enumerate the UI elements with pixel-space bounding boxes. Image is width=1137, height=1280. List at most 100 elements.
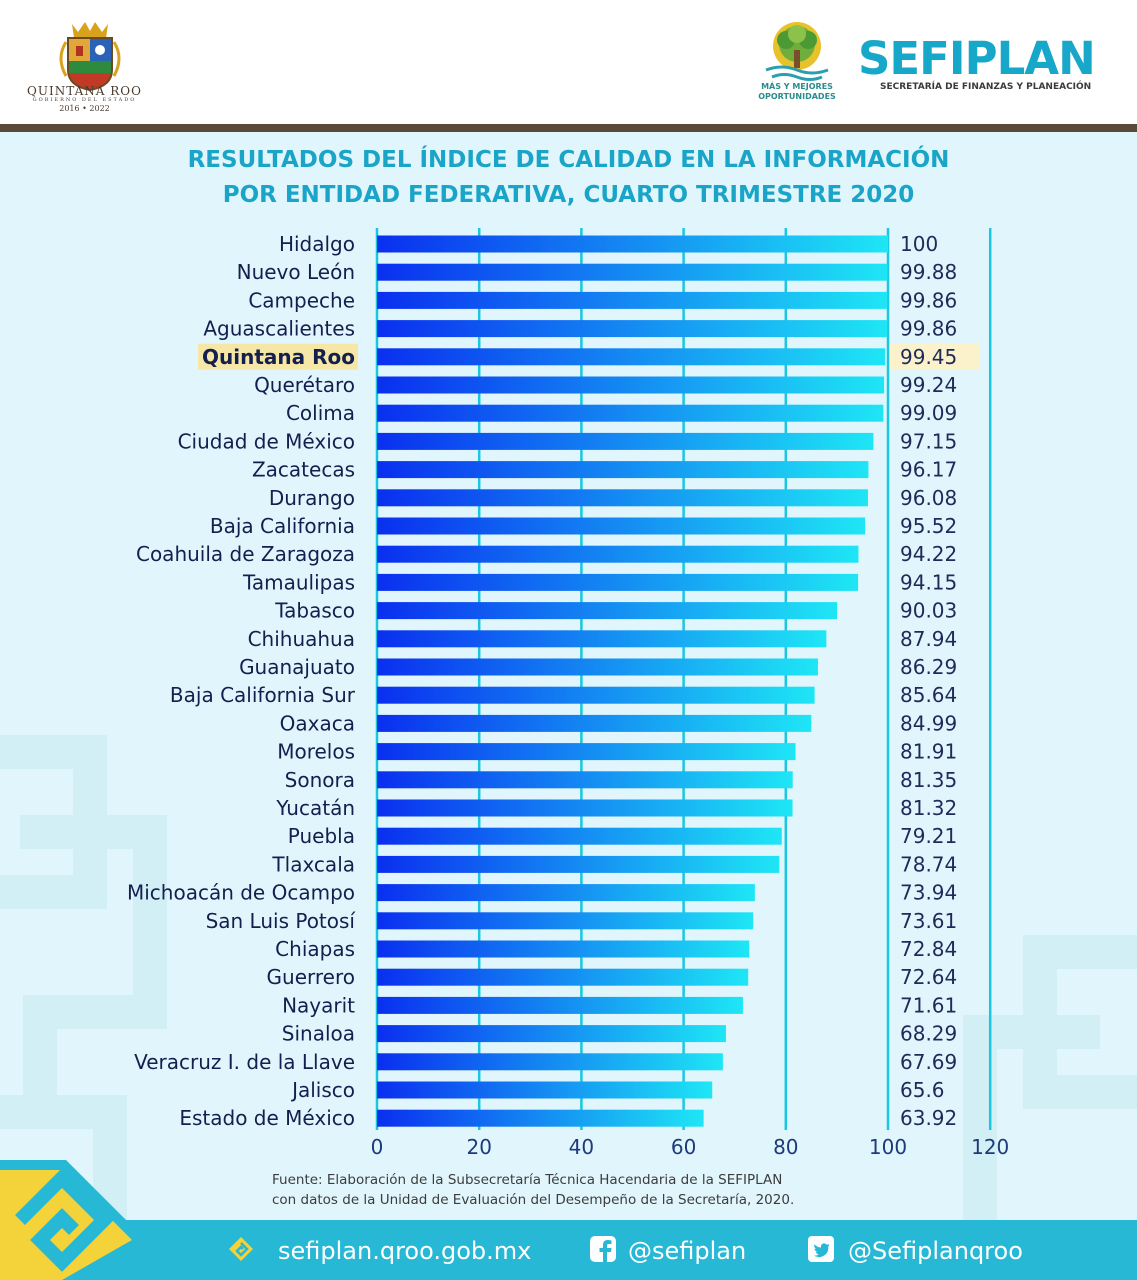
- twitter-handle[interactable]: @Sefiplanqroo: [848, 1237, 1023, 1265]
- bar: [377, 1081, 713, 1099]
- value-label: 99.09: [900, 401, 957, 425]
- value-label: 97.15: [900, 429, 957, 453]
- qroo-years: 2016 • 2022: [59, 104, 110, 113]
- bar: [377, 404, 884, 422]
- bar: [377, 376, 885, 394]
- category-label: Colima: [286, 401, 355, 425]
- category-label: Baja California Sur: [170, 683, 356, 707]
- bar: [377, 658, 818, 676]
- bar: [377, 884, 755, 902]
- category-label: Puebla: [288, 824, 355, 848]
- value-label: 100: [900, 232, 938, 256]
- category-label: Sonora: [285, 768, 355, 792]
- qroo-name: QUINTANA ROO: [27, 84, 142, 98]
- facebook-handle[interactable]: @sefiplan: [628, 1237, 747, 1265]
- highlight-band-value: [890, 343, 980, 370]
- category-label: Veracruz I. de la Llave: [134, 1050, 355, 1074]
- category-label: Durango: [269, 486, 355, 510]
- value-label: 65.6: [900, 1078, 945, 1102]
- value-label: 99.86: [900, 317, 957, 341]
- category-label: San Luis Potosí: [206, 909, 357, 933]
- value-label: 63.92: [900, 1106, 957, 1130]
- category-label: Tabasco: [274, 599, 355, 623]
- bar: [377, 1053, 723, 1071]
- x-tick-label: 20: [466, 1135, 491, 1159]
- category-label: Jalisco: [290, 1078, 355, 1102]
- value-label: 72.84: [900, 937, 957, 961]
- bar: [377, 630, 827, 648]
- brand-subtitle: SECRETARÍA DE FINANZAS Y PLANEACIÓN: [880, 82, 1092, 92]
- category-label: Guanajuato: [239, 655, 355, 679]
- category-label: Morelos: [277, 740, 355, 764]
- value-label: 90.03: [900, 599, 957, 623]
- value-label: 72.64: [900, 965, 957, 989]
- value-label: 99.86: [900, 288, 957, 312]
- bar: [377, 489, 868, 507]
- value-label: 78.74: [900, 852, 957, 876]
- category-label: Coahuila de Zaragoza: [136, 542, 355, 566]
- chart-panel: RESULTADOS DEL ÍNDICE DE CALIDAD EN LA I…: [0, 132, 1137, 1220]
- category-label: Chiapas: [275, 937, 355, 961]
- category-label: Michoacán de Ocampo: [127, 881, 355, 905]
- bar: [377, 573, 859, 591]
- value-label: 79.21: [900, 824, 957, 848]
- footer: sefiplan.qroo.gob.mx @sefiplan @Sefiplan…: [0, 1220, 1137, 1280]
- value-label: 68.29: [900, 1022, 957, 1046]
- bar: [377, 291, 888, 309]
- bar: [377, 827, 782, 845]
- value-label: 81.32: [900, 796, 957, 820]
- twitter-icon: [808, 1236, 834, 1262]
- tree-logo-line1: MÁS Y MEJORES: [761, 82, 833, 91]
- bar: [377, 771, 793, 789]
- category-label: Baja California: [210, 514, 355, 538]
- category-label: Nuevo León: [237, 260, 355, 284]
- value-label: 81.91: [900, 740, 957, 764]
- chart-title-line1: RESULTADOS DEL ÍNDICE DE CALIDAD EN LA I…: [187, 147, 950, 173]
- category-label: Zacatecas: [252, 458, 355, 482]
- bar: [377, 686, 815, 704]
- value-label: 95.52: [900, 514, 957, 538]
- brand-name: SEFIPLAN: [858, 32, 1096, 85]
- bar: [377, 855, 780, 873]
- x-tick-label: 80: [773, 1135, 798, 1159]
- bar: [377, 968, 749, 986]
- bar: [377, 1109, 704, 1127]
- website-link[interactable]: sefiplan.qroo.gob.mx: [278, 1237, 532, 1265]
- value-label: 86.29: [900, 655, 957, 679]
- x-tick-label: 100: [869, 1135, 907, 1159]
- value-label: 71.61: [900, 993, 957, 1017]
- value-label: 73.94: [900, 881, 957, 905]
- bar: [377, 263, 888, 281]
- value-label: 81.35: [900, 768, 957, 792]
- quintana-roo-crest-icon: [59, 22, 121, 92]
- bar: [377, 912, 754, 930]
- bar: [377, 545, 859, 563]
- category-label: Chihuahua: [248, 627, 355, 651]
- x-tick-label: 120: [971, 1135, 1009, 1159]
- category-label: Guerrero: [267, 965, 355, 989]
- x-tick-label: 60: [671, 1135, 696, 1159]
- chart-title-line2: POR ENTIDAD FEDERATIVA, CUARTO TRIMESTRE…: [222, 182, 915, 208]
- category-label: Estado de México: [179, 1106, 355, 1130]
- bar: [377, 461, 869, 479]
- category-label: Tamaulipas: [242, 570, 355, 594]
- tree-logo-line2: OPORTUNIDADES: [758, 92, 836, 101]
- bar: [377, 320, 888, 338]
- qroo-subtitle: GOBIERNO DEL ESTADO: [32, 97, 137, 103]
- header-divider: [0, 124, 1137, 132]
- category-label: Querétaro: [254, 373, 355, 397]
- category-label: Aguascalientes: [203, 317, 355, 341]
- value-label: 99.88: [900, 260, 957, 284]
- category-label: Nayarit: [282, 993, 355, 1017]
- bar: [377, 348, 886, 366]
- value-label: 87.94: [900, 627, 957, 651]
- header: QUINTANA ROO GOBIERNO DEL ESTADO 2016 • …: [0, 0, 1137, 126]
- highlight-band-label: [198, 343, 358, 370]
- value-label: 67.69: [900, 1050, 957, 1074]
- category-label: Quintana Roo: [202, 345, 355, 369]
- x-tick-label: 0: [371, 1135, 384, 1159]
- facebook-icon: [590, 1236, 616, 1262]
- bar: [377, 714, 812, 732]
- x-tick-label: 40: [569, 1135, 594, 1159]
- category-label: Sinaloa: [282, 1022, 355, 1046]
